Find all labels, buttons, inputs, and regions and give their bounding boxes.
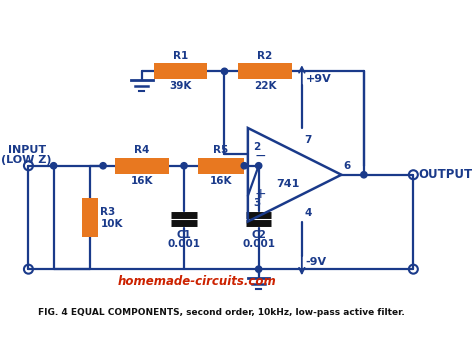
Text: +9V: +9V — [305, 73, 331, 83]
Text: 2: 2 — [253, 142, 261, 152]
Text: R3: R3 — [100, 207, 116, 217]
Circle shape — [221, 68, 228, 75]
Text: INPUT: INPUT — [8, 145, 46, 155]
Text: C2: C2 — [251, 230, 266, 240]
Text: R1: R1 — [173, 50, 188, 60]
Bar — [238, 63, 292, 79]
Circle shape — [51, 162, 57, 169]
Text: 6: 6 — [343, 161, 350, 171]
Circle shape — [241, 162, 247, 169]
Circle shape — [100, 162, 106, 169]
Text: +: + — [255, 187, 266, 201]
Text: 39K: 39K — [169, 81, 191, 91]
Text: 7: 7 — [304, 135, 312, 145]
Text: 16K: 16K — [130, 176, 153, 186]
Text: 0.001: 0.001 — [167, 239, 201, 249]
Bar — [155, 63, 207, 79]
Text: −: − — [255, 148, 266, 162]
Text: 741: 741 — [276, 179, 299, 189]
Text: C1: C1 — [177, 230, 191, 240]
Bar — [198, 158, 244, 174]
Text: 4: 4 — [304, 208, 312, 218]
Text: -9V: -9V — [305, 257, 327, 267]
Circle shape — [255, 162, 262, 169]
Text: R4: R4 — [134, 145, 149, 155]
Circle shape — [181, 162, 187, 169]
Bar — [115, 158, 169, 174]
Text: 10K: 10K — [100, 219, 123, 229]
Text: homemade-circuits.com: homemade-circuits.com — [118, 275, 277, 288]
Text: FIG. 4 EQUAL COMPONENTS, second order, 10kHz, low-pass active filter.: FIG. 4 EQUAL COMPONENTS, second order, 1… — [38, 308, 405, 317]
Circle shape — [361, 171, 367, 178]
Text: R5: R5 — [213, 145, 228, 155]
Bar — [82, 198, 98, 237]
Text: 3: 3 — [253, 198, 261, 208]
Text: 22K: 22K — [254, 81, 276, 91]
Circle shape — [255, 266, 262, 272]
Text: R2: R2 — [257, 50, 273, 60]
Text: 0.001: 0.001 — [242, 239, 275, 249]
Text: OUTPUT: OUTPUT — [419, 168, 473, 181]
Text: (LOW Z): (LOW Z) — [1, 155, 52, 165]
Text: 16K: 16K — [210, 176, 232, 186]
